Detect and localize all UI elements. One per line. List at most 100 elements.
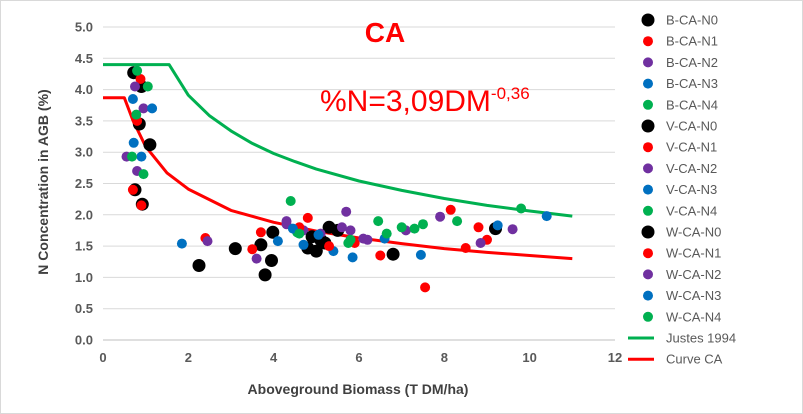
data-point: [294, 228, 305, 239]
legend-label: W-CA-N0: [666, 225, 721, 240]
data-point: [445, 204, 456, 215]
data-point: [460, 243, 471, 253]
legend-label: W-CA-N4: [666, 309, 721, 324]
legend-label: B-CA-N3: [666, 76, 718, 91]
legend-marker: [643, 57, 653, 68]
data-point: [228, 242, 242, 256]
y-tick-label: 4.5: [75, 51, 93, 66]
y-tick-label: 1.5: [75, 239, 93, 254]
data-point: [541, 211, 552, 222]
data-point: [492, 220, 503, 231]
y-tick-label: 1.0: [75, 270, 93, 285]
data-point: [298, 239, 309, 250]
legend-label: W-CA-N2: [666, 267, 721, 282]
data-point: [285, 196, 296, 206]
data-point: [136, 151, 147, 162]
data-point: [265, 254, 278, 267]
data-point: [475, 238, 486, 248]
data-point: [473, 222, 484, 233]
data-point: [516, 203, 527, 214]
y-tick-label: 0.0: [75, 333, 93, 348]
legend-marker: [643, 248, 653, 259]
legend-label: V-CA-N0: [666, 119, 717, 134]
x-axis-title: Aboveground Biomass (T DM/ha): [248, 381, 469, 397]
data-point: [336, 222, 347, 233]
data-point: [345, 225, 356, 236]
data-point: [452, 216, 463, 227]
legend-label: Curve CA: [666, 352, 723, 367]
data-point: [266, 225, 280, 239]
data-point: [131, 109, 142, 120]
data-point: [418, 219, 428, 230]
legend-label: B-CA-N4: [666, 97, 718, 112]
data-point: [396, 222, 407, 233]
data-point: [381, 228, 392, 239]
data-point: [135, 74, 146, 84]
data-point: [415, 249, 426, 260]
legend-label: B-CA-N2: [666, 55, 718, 70]
equation-label: %N=3,09DM-0,36: [320, 84, 530, 118]
legend-marker: [643, 269, 653, 280]
legend-marker: [643, 142, 653, 153]
legend-marker: [641, 13, 655, 27]
legend-marker: [641, 225, 655, 239]
y-tick-label: 2.0: [75, 207, 93, 222]
legend-label: B-CA-N0: [666, 13, 718, 28]
data-point: [128, 137, 139, 148]
data-point: [147, 103, 158, 114]
legend-marker: [643, 36, 653, 47]
curve-line: [103, 63, 573, 218]
data-point: [127, 151, 137, 162]
x-tick-label: 12: [608, 350, 622, 365]
y-tick-label: 4.0: [75, 82, 93, 97]
data-point: [143, 138, 157, 152]
equation-exponent: -0,36: [491, 84, 530, 103]
data-point: [142, 81, 153, 92]
data-point: [254, 238, 268, 252]
data-point: [507, 224, 518, 235]
legend-marker: [643, 163, 653, 174]
legend-marker: [643, 184, 653, 195]
x-tick-label: 10: [522, 350, 536, 365]
legend-marker: [641, 119, 655, 133]
data-point: [309, 244, 323, 258]
data-point: [347, 252, 358, 263]
legend-label: V-CA-N4: [666, 203, 717, 218]
x-tick-label: 6: [355, 350, 362, 365]
data-point: [192, 259, 206, 272]
legend-label: W-CA-N3: [666, 288, 721, 303]
data-point: [324, 241, 335, 252]
data-point: [176, 238, 187, 249]
data-point: [130, 81, 140, 92]
legend-label: W-CA-N1: [666, 246, 721, 261]
data-point: [373, 216, 384, 227]
legend-marker: [643, 99, 653, 110]
legend: B-CA-N0 B-CA-N1 B-CA-N2 B-CA-N3 B-CA-N4 V-CA-…: [628, 13, 736, 367]
data-point: [251, 253, 262, 264]
y-tick-label: 2.5: [75, 176, 93, 191]
legend-label: V-CA-N3: [666, 182, 717, 197]
data-point: [313, 229, 324, 240]
data-point: [255, 227, 266, 238]
data-point: [409, 223, 420, 234]
data-point: [136, 200, 147, 211]
x-tick-label: 2: [185, 350, 192, 365]
x-tick-label: 0: [99, 350, 106, 365]
x-tick-label: 8: [441, 350, 448, 365]
legend-label: B-CA-N1: [666, 34, 718, 49]
data-point: [202, 236, 213, 247]
chart-title: CA: [365, 17, 405, 48]
data-point: [302, 212, 313, 223]
tick-labels: 0.0 0.5 1.0 1.5 2.0 2.5 3.0 3.5 4.0 4.5 5.0 0 2 4 6 8 10…: [75, 20, 622, 366]
y-tick-label: 3.5: [75, 113, 93, 128]
data-point: [362, 234, 373, 245]
data-point: [386, 247, 400, 261]
legend-marker: [643, 290, 653, 301]
gridlines: [103, 26, 615, 310]
equation-base: %N=3,09DM: [320, 85, 491, 118]
data-point: [127, 184, 138, 195]
legend-marker: [643, 205, 653, 216]
data-point: [375, 250, 386, 261]
